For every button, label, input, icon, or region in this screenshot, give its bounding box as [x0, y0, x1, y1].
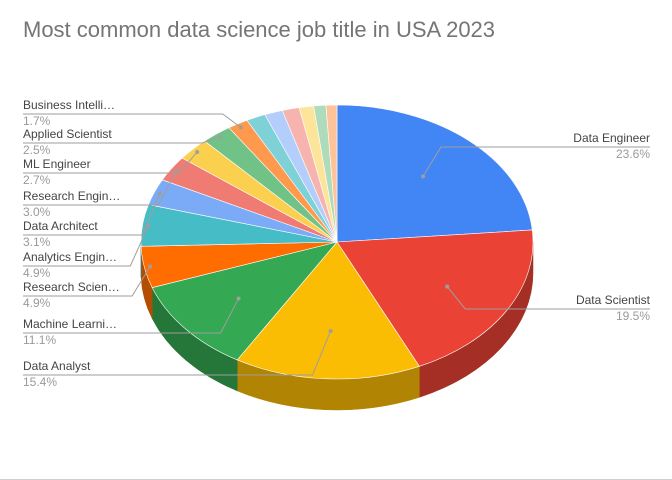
slice-percent-2: 15.4% — [23, 375, 57, 389]
leader-line-7 — [23, 170, 177, 206]
slice-label-8: ML Engineer — [23, 157, 91, 171]
pie-slice-16[interactable] — [325, 104, 338, 243]
label-leaders — [23, 113, 650, 376]
leader-dot-2 — [328, 328, 333, 333]
slice-percent-4: 4.9% — [23, 296, 51, 310]
leader-dot-6 — [158, 191, 163, 196]
leader-line-9 — [23, 136, 221, 144]
slice-percent-8: 2.7% — [23, 173, 51, 187]
slice-label-3: Machine Learni… — [23, 317, 117, 331]
chart-title: Most common data science job title in US… — [23, 17, 496, 42]
pie-slice-2[interactable] — [236, 241, 420, 380]
leader-dot-3 — [236, 296, 241, 301]
leader-line-4 — [23, 266, 151, 297]
slice-labels: Data Engineer 23.6% Data Scientist 19.5% Dat… — [23, 98, 651, 389]
slice-label-6: Data Architect — [23, 219, 98, 233]
leader-line-10 — [23, 113, 242, 128]
leader-dot-1 — [445, 284, 450, 289]
slice-percent-10: 1.7% — [23, 114, 51, 128]
pie-slice-3[interactable] — [151, 241, 338, 361]
leader-dot-4 — [148, 264, 153, 269]
leader-dot-5 — [146, 223, 151, 228]
leader-dot-7 — [174, 168, 179, 173]
slice-label-9: Applied Scientist — [23, 127, 112, 141]
leader-line-8 — [23, 151, 198, 174]
leader-line-2 — [23, 330, 332, 376]
leader-line-1 — [446, 286, 650, 310]
slice-percent-6: 3.1% — [23, 235, 51, 249]
pie-slice-0[interactable] — [336, 104, 533, 243]
slice-label-7: Research Engin… — [23, 189, 120, 203]
slice-percent-7: 3.0% — [23, 205, 51, 219]
leader-dot-10 — [238, 125, 243, 130]
slice-label-1: Data Scientist — [576, 293, 651, 307]
slice-label-5: Analytics Engin… — [23, 250, 117, 264]
slice-label-10: Business Intelli… — [23, 98, 115, 112]
leader-line-6 — [23, 193, 161, 236]
leader-dot-8 — [195, 149, 200, 154]
leader-dot-9 — [218, 135, 223, 140]
slice-percent-9: 2.5% — [23, 143, 51, 157]
pie-slice-1[interactable] — [336, 229, 534, 367]
slice-percent-3: 11.1% — [23, 333, 56, 347]
leader-line-0 — [422, 146, 650, 177]
slice-percent-0: 23.6% — [616, 147, 650, 161]
slice-label-0: Data Engineer — [573, 131, 650, 145]
slice-label-2: Data Analyst — [23, 359, 91, 373]
pie-slices — [140, 104, 534, 380]
slice-percent-1: 19.5% — [616, 309, 650, 323]
slice-percent-5: 4.9% — [23, 266, 51, 280]
leader-dot-0 — [421, 174, 426, 179]
slice-label-4: Research Scien… — [23, 280, 120, 294]
leader-line-3 — [23, 298, 240, 334]
leader-line-5 — [23, 225, 149, 267]
